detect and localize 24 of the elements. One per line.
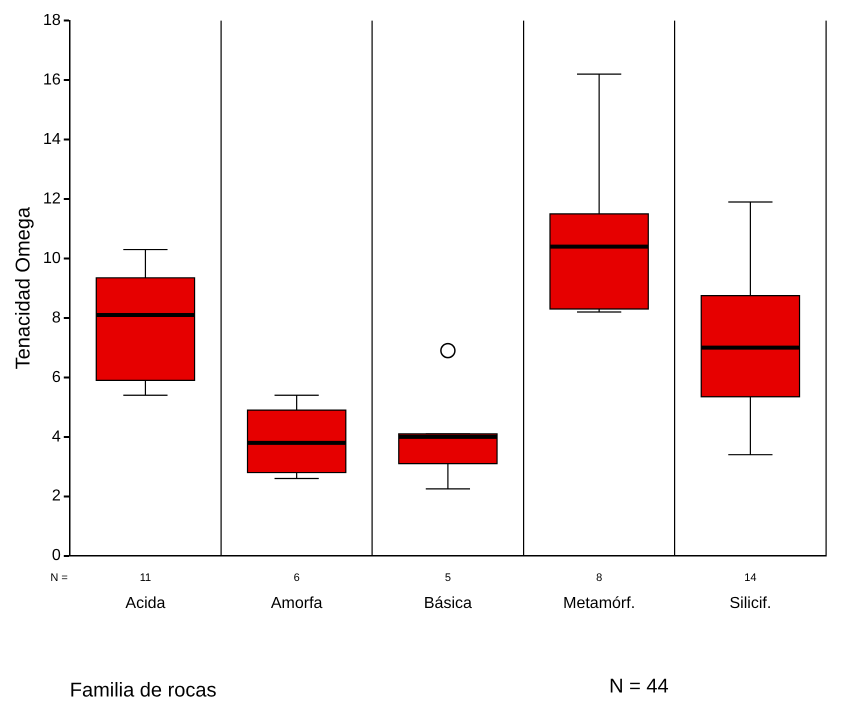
text: 11 [140, 572, 152, 584]
x-tick-label: Metamórf. [563, 594, 636, 612]
y-tick-label: 14 [43, 130, 61, 148]
y-tick-label: 8 [52, 309, 61, 326]
text: N = [50, 572, 68, 584]
text: 5 [444, 572, 451, 584]
y-tick-label: 16 [43, 71, 61, 88]
x-tick-label: Acida [125, 594, 166, 612]
y-tick-label: 4 [52, 428, 61, 446]
x-axis-title: Familia de rocas [70, 680, 217, 702]
y-tick-label: 12 [43, 190, 61, 208]
x-tick-label: Básica [424, 594, 472, 612]
y-tick-label: 2 [52, 488, 61, 505]
text: 14 [744, 572, 757, 584]
text: 6 [294, 572, 300, 584]
y-axis-title: Tenacidad Omega [12, 206, 35, 370]
y-tick-label: 18 [43, 12, 61, 30]
y-tick-label: 10 [43, 250, 61, 267]
y-tick-label: 6 [52, 368, 61, 386]
y-tick-label: 0 [52, 547, 61, 564]
text: N = 44 [609, 676, 669, 698]
x-tick-label: Amorfa [270, 594, 323, 612]
x-tick-label: Silicif. [729, 594, 772, 612]
text: 8 [596, 572, 602, 584]
